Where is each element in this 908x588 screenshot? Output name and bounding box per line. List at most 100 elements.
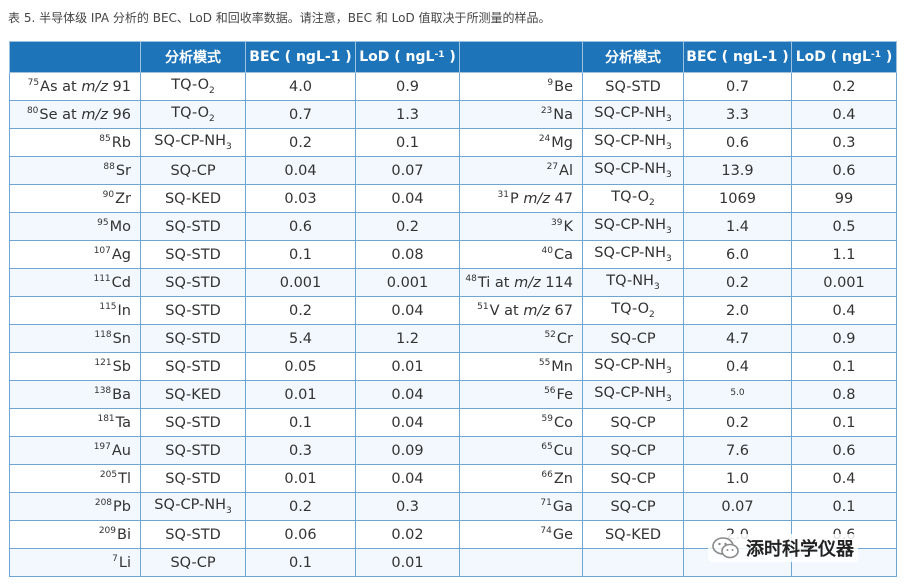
mz-label: m/z [81,79,108,95]
lod-cell: 0.6 [791,156,897,185]
element-cell: 66Zn [459,464,583,493]
header-row: 分析模式 BEC ( ngL-1 ) LoD ( ngL-1 ) 分析模式 BE… [9,41,897,73]
mode-cell: TQ-O2 [582,296,684,325]
bec-cell-value: 0.01 [284,470,317,487]
bec-cell-value: 0.2 [725,414,750,431]
element-cell: 27Al [459,156,583,185]
element-cell: 24Mg [459,128,583,157]
mode-subscript: 3 [226,506,232,516]
bec-cell-value: 0.2 [288,498,313,515]
mode-subscript: 3 [666,394,672,404]
mode-text: SQ-CP-NH [154,133,227,149]
bec-cell: 6.0 [683,240,792,269]
bec-cell-value: 0.04 [284,162,317,179]
lod-cell: 1.3 [355,100,460,129]
bec-cell: 0.1 [245,548,356,577]
mode-cell: SQ-CP-NH3 [140,128,246,157]
bec-cell-value: 0.1 [288,414,313,431]
bec-cell: 1.0 [683,464,792,493]
bec-cell-value: 5.0 [730,387,745,398]
element-symbol: V at [489,303,524,319]
element-cell: 111Cd [9,268,141,297]
mode-subscript: 3 [226,142,232,152]
lod-cell-value: 0.1 [832,498,856,515]
mode-subscript: 2 [649,310,655,320]
isotope-mass: 208 [94,498,113,508]
bec-cell: 0.6 [245,212,356,241]
bec-cell: 0.001 [245,268,356,297]
element-cell: 65Cu [459,436,583,465]
isotope-mass: 55 [538,358,551,368]
mz-value: 67 [549,303,573,319]
isotope-mass: 90 [102,190,115,200]
mode-cell: SQ-CP-NH3 [140,492,246,521]
wechat-icon [712,537,739,559]
lod-cell: 99 [791,184,897,213]
header-bec-2: BEC ( ngL-1 ) [683,41,792,73]
mode-cell: SQ-STD [140,268,246,297]
mode-text: SQ-KED [164,190,222,207]
mode-cell: SQ-STD [140,436,246,465]
mode-text: SQ-CP-NH [594,357,667,373]
mode-cell: SQ-CP-NH3 [582,212,684,241]
mode-cell: SQ-STD [140,212,246,241]
bec-cell-value: 0.2 [288,302,313,319]
bec-cell-value: 1.4 [725,218,750,235]
bec-cell: 0.01 [245,380,356,409]
table-row: 121Sb SQ-STD 0.05 0.01 55Mn SQ-CP-NH3 0.4 0.1 [9,352,897,381]
bec-cell: 0.7 [683,72,792,101]
lod-cell-value: 0.1 [832,414,856,431]
bec-cell-value: 13.9 [721,162,754,179]
bec-cell: 0.2 [683,408,792,437]
bec-cell: 0.4 [683,352,792,381]
lod-cell: 0.02 [355,520,460,549]
element-symbol: P [509,191,524,207]
lod-cell: 0.04 [355,296,460,325]
element-symbol: Co [554,415,573,431]
element-cell: 208Pb [9,492,141,521]
bec-cell: 7.6 [683,436,792,465]
element-symbol: Ti at [477,275,515,291]
lod-cell-value: 0.9 [395,78,420,95]
lod-cell: 0.1 [791,352,897,381]
mode-text: TQ-O [611,189,649,205]
isotope-mass: 138 [93,386,112,396]
mode-text: TQ-O [611,301,649,317]
element-symbol: K [563,219,573,235]
lod-cell-value: 0.02 [391,526,424,543]
lod-cell-value: 0.04 [391,190,424,207]
bec-cell-value: 0.2 [288,134,313,151]
table-caption: 表 5. 半导体级 IPA 分析的 BEC、LoD 和回收率数据。请注意，BEC… [8,11,551,25]
isotope-mass: 40 [541,246,553,256]
lod-cell-value: 99 [834,190,854,207]
mode-text: TQ-O [171,77,209,93]
bec-cell: 0.04 [245,156,356,185]
element-cell: 9Be [459,72,583,101]
mode-cell: SQ-STD [140,464,246,493]
table-row: 208Pb SQ-CP-NH3 0.2 0.3 71Ga SQ-CP 0.07 0.1 [9,492,897,521]
mode-text: SQ-STD [165,218,221,235]
isotope-mass: 197 [93,442,111,452]
mode-cell: SQ-CP [582,464,684,493]
element-symbol: Na [553,107,573,123]
mode-text: SQ-STD [165,442,221,459]
lod-cell-value: 0.04 [391,470,424,487]
bec-cell-value: 0.03 [284,190,317,207]
table-row: 7Li SQ-CP 0.1 0.01 [9,548,897,577]
isotope-mass: 51 [477,302,489,312]
bec-cell-value: 0.05 [284,358,317,375]
table-row: 107Ag SQ-STD 0.1 0.08 40Ca SQ-CP-NH3 6.0 1.1 [9,240,897,269]
mode-cell: SQ-CP [140,548,246,577]
lod-cell: 0.5 [791,212,897,241]
mode-text: SQ-STD [165,274,221,291]
element-cell: 7Li [9,548,141,577]
bec-cell-value: 1.0 [725,470,750,487]
mode-cell: TQ-O2 [582,184,684,213]
lod-cell: 1.1 [791,240,897,269]
isotope-mass: 56 [544,386,556,396]
isotope-mass: 209 [98,526,117,536]
mz-value: 47 [549,191,573,207]
mode-text: SQ-CP-NH [594,245,667,261]
element-symbol: Ag [111,247,131,263]
bec-cell-value: 0.01 [284,386,317,403]
